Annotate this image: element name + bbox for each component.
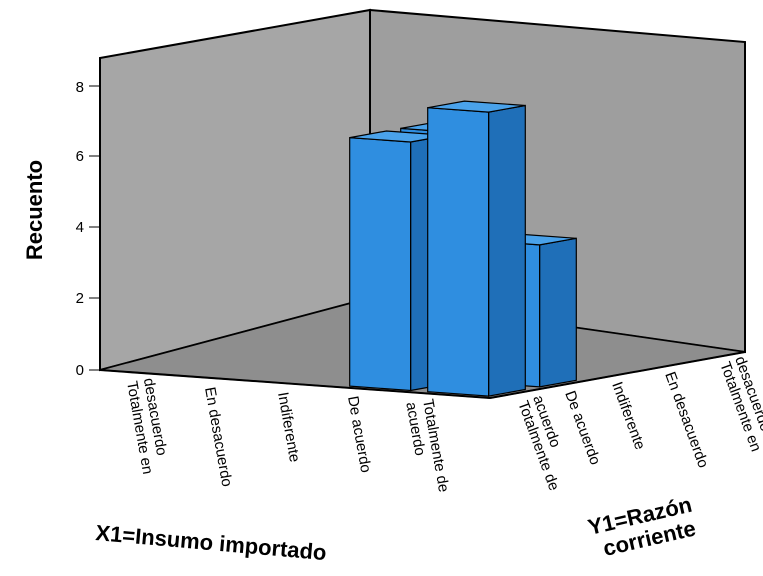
y-tick-label: 6: [76, 148, 84, 165]
y-tick-label: 0: [76, 362, 84, 379]
bar: [427, 100, 526, 397]
x-axis-title: X1=Insumo importado: [95, 520, 328, 565]
x-category-label: En desacuerdo: [201, 386, 235, 488]
bar-side: [488, 104, 526, 397]
bar-front: [427, 107, 490, 397]
z-category-label: Totalmente en desacuerdo: [716, 354, 763, 458]
bars-group: [349, 100, 577, 397]
y-tick-label: 4: [76, 219, 84, 236]
x-category-label: Totalmente de acuerdo: [402, 398, 453, 501]
z-axis-title: Y1=Razón corriente: [586, 490, 706, 563]
y-tick-label: 8: [76, 79, 84, 96]
bar-top: [427, 100, 526, 113]
x-category-labels: Totalmente en desacuerdo En desacuerdo I…: [123, 377, 453, 501]
x-category-label: Totalmente en desacuerdo: [123, 377, 174, 480]
y-tick-label: 2: [76, 290, 84, 307]
z-category-label: Indiferente: [608, 380, 648, 452]
x-category-label: Indiferente: [274, 391, 303, 464]
z-category-label: De acuerdo: [561, 389, 604, 468]
y-axis-title: Recuento: [22, 160, 47, 260]
x-category-label: De acuerdo: [344, 395, 374, 474]
floor-front-edge-z: [489, 351, 746, 399]
floor-front-edge-x: [99, 369, 491, 399]
bar-side: [538, 237, 577, 388]
z-category-label: En desacuerdo: [661, 370, 711, 471]
y-axis-ticks: 0 2 4 6 8: [76, 79, 100, 379]
bar-front: [349, 136, 412, 392]
